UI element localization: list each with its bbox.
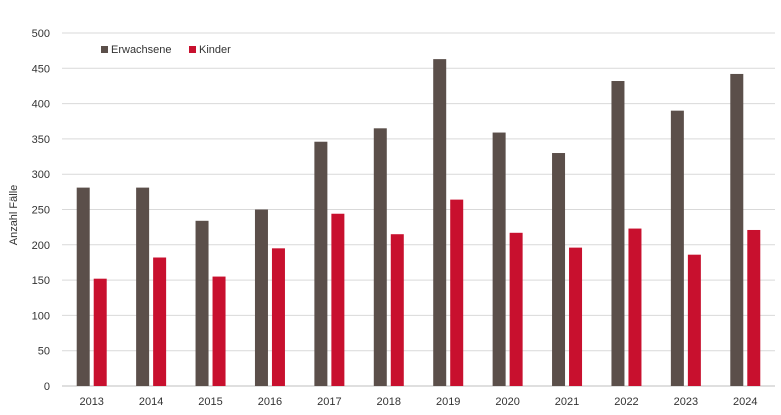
x-tick-label: 2022 <box>614 396 638 408</box>
legend: Erwachsene Kinder <box>101 44 231 56</box>
x-tick-label: 2018 <box>377 396 401 408</box>
y-axis-ticks: 0 50 100 150 200 250 300 350 400 450 500 <box>32 28 50 393</box>
x-tick-label: 2024 <box>733 396 757 408</box>
legend-label-erwachsene: Erwachsene <box>111 44 172 56</box>
bar-erwachsene-2022 <box>611 81 625 387</box>
bar-kinder-2015 <box>212 276 226 386</box>
bar-kinder-2016 <box>271 248 285 386</box>
bar-erwachsene-2013 <box>76 187 90 386</box>
y-tick-label: 450 <box>32 63 50 75</box>
x-tick-label: 2014 <box>139 396 163 408</box>
y-tick-label: 50 <box>38 346 50 358</box>
x-tick-label: 2019 <box>436 396 460 408</box>
bar-kinder-2014 <box>153 257 167 386</box>
bar-kinder-2024 <box>747 229 761 386</box>
bar-kinder-2020 <box>509 232 523 386</box>
x-axis-ticks: 2013 2014 2015 2016 2017 2018 2019 2020 2021 2022… <box>79 396 757 408</box>
legend-swatch-kinder <box>189 46 196 53</box>
bar-erwachsene-2014 <box>136 187 150 386</box>
bar-erwachsene-2021 <box>552 153 566 386</box>
y-tick-label: 100 <box>32 310 50 322</box>
y-tick-label: 200 <box>32 240 50 252</box>
bar-kinder-2017 <box>331 213 345 386</box>
bar-kinder-2023 <box>687 254 701 386</box>
y-tick-label: 350 <box>32 134 50 146</box>
bar-erwachsene-2016 <box>254 209 268 386</box>
x-tick-label: 2020 <box>495 396 519 408</box>
x-tick-label: 2023 <box>674 396 698 408</box>
bar-kinder-2021 <box>569 247 583 386</box>
bar-kinder-2022 <box>628 228 642 386</box>
bar-kinder-2019 <box>450 199 464 386</box>
x-tick-label: 2015 <box>198 396 222 408</box>
y-tick-label: 0 <box>44 381 50 393</box>
bar-erwachsene-2020 <box>492 132 506 386</box>
bars <box>76 59 761 387</box>
x-tick-label: 2013 <box>79 396 103 408</box>
bar-erwachsene-2017 <box>314 141 328 386</box>
y-tick-label: 500 <box>32 28 50 40</box>
bar-erwachsene-2024 <box>730 73 744 386</box>
gridlines <box>62 32 775 387</box>
x-tick-label: 2021 <box>555 396 579 408</box>
bar-erwachsene-2023 <box>670 110 684 386</box>
bar-kinder-2018 <box>390 234 404 386</box>
bar-erwachsene-2018 <box>373 128 387 386</box>
bar-kinder-2013 <box>93 278 107 386</box>
y-tick-label: 150 <box>32 275 50 287</box>
legend-label-kinder: Kinder <box>199 44 231 56</box>
y-tick-label: 250 <box>32 205 50 217</box>
y-tick-label: 400 <box>32 99 50 111</box>
bar-erwachsene-2019 <box>433 59 447 386</box>
y-tick-label: 300 <box>32 169 50 181</box>
legend-swatch-erwachsene <box>101 46 108 53</box>
y-axis-label: Anzahl Fälle <box>8 185 20 246</box>
x-tick-label: 2016 <box>258 396 282 408</box>
bar-erwachsene-2015 <box>195 220 209 386</box>
x-tick-label: 2017 <box>317 396 341 408</box>
